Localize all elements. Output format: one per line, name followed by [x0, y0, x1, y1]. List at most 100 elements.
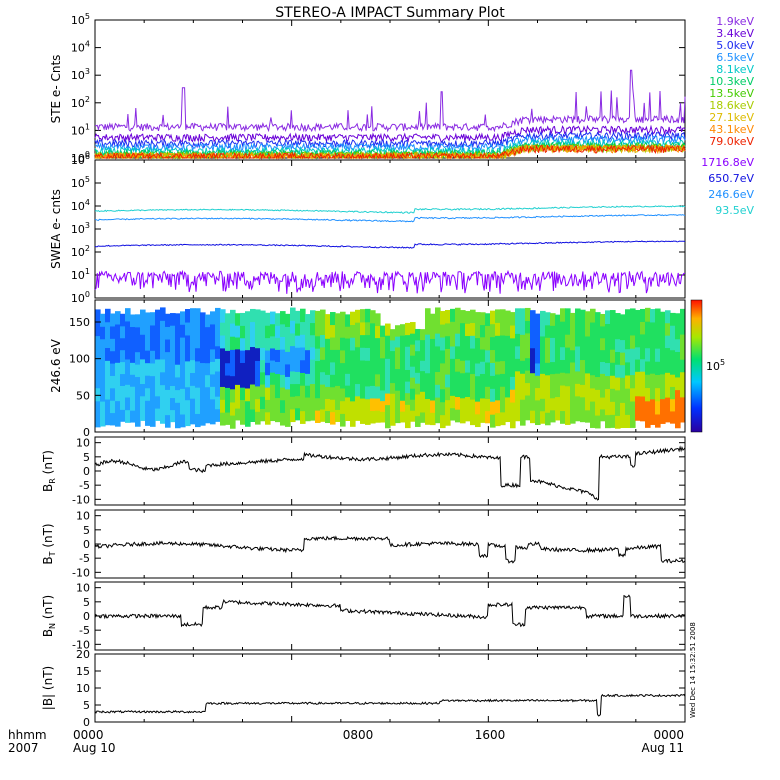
pad-cell: [255, 411, 261, 425]
pad-cell: [495, 361, 501, 375]
pad-cell: [585, 409, 591, 423]
pad-cell: [170, 361, 176, 374]
bmag-trace: [94, 693, 686, 717]
pad-cell: [210, 361, 216, 375]
pad-cell: [555, 396, 561, 409]
pad-cell: [545, 312, 551, 326]
pad-cell: [105, 398, 111, 413]
pad-cell: [280, 336, 286, 350]
pad-cell: [340, 387, 346, 402]
pad-cell: [655, 308, 661, 323]
pad-cell: [435, 345, 441, 360]
pad-cell: [220, 399, 226, 413]
pad-cell: [410, 366, 416, 378]
pad-cell: [320, 321, 326, 335]
bmag-panel: |B| (nT) 0 5 10 15 20: [41, 648, 686, 729]
pad-cell: [665, 335, 671, 349]
pad-cell: [650, 385, 656, 400]
pad-cell: [485, 398, 491, 412]
ste-legend-13.5keV: 13.5keV: [709, 87, 754, 100]
pad-cell: [145, 375, 151, 389]
pad-cell: [635, 383, 641, 397]
pad-cell: [325, 350, 331, 363]
pad-cell: [650, 309, 656, 323]
pad-cell: [430, 326, 436, 339]
pad-cell: [470, 360, 476, 375]
pad-cell: [580, 309, 586, 323]
pad-cell: [280, 361, 286, 375]
pad-cell: [465, 347, 471, 361]
pad-cell: [635, 346, 641, 360]
pad-cell: [595, 350, 601, 365]
pad-cell: [410, 322, 416, 334]
pad-cell: [380, 411, 386, 423]
pad-cell: [310, 395, 316, 409]
pad-cell: [165, 364, 171, 378]
pad-cell: [445, 322, 451, 337]
pad-cell: [200, 412, 206, 426]
pad-cell: [620, 364, 626, 378]
pad-cell: [350, 413, 356, 427]
pad-cell: [560, 333, 566, 348]
pad-cell: [315, 409, 321, 423]
pad-cell: [125, 409, 131, 423]
swea-y-tick-label: 100: [71, 290, 90, 305]
pad-cell: [385, 416, 391, 429]
pad-cell: [330, 324, 336, 338]
pad-cell: [390, 393, 396, 405]
ste-y-tick-label: 104: [71, 40, 90, 55]
pad-cell: [175, 351, 181, 365]
bt-y-tick-label: 0: [83, 538, 90, 551]
pad-cell: [175, 376, 181, 391]
pad-cell: [200, 374, 206, 389]
pad-cell: [320, 371, 326, 385]
pad-cell: [605, 349, 611, 364]
pad-cell: [530, 385, 536, 399]
pad-cell: [280, 323, 286, 337]
pad-cell: [165, 338, 171, 353]
pad-cell: [175, 326, 181, 340]
pad-cell: [220, 347, 226, 362]
pad-cell: [405, 381, 411, 394]
pad-cell: [545, 412, 551, 426]
pad-cell: [575, 345, 581, 359]
pad-cell: [615, 364, 621, 378]
pad-cell: [330, 349, 336, 363]
pad-cell: [370, 360, 376, 374]
pad-cell: [175, 389, 181, 403]
pad-cell: [475, 375, 481, 389]
pad-cell: [120, 385, 126, 398]
pad-cell: [675, 351, 681, 365]
pad-cell: [575, 395, 581, 409]
pad-cell: [425, 346, 431, 361]
pad-cell: [315, 310, 321, 324]
x-tick-label-0: 0000: [73, 728, 104, 742]
pad-cell: [170, 349, 176, 362]
br-y-tick-label: -10: [72, 493, 90, 506]
pad-cell: [285, 338, 291, 352]
pad-cell: [600, 408, 606, 422]
pad-cell: [435, 397, 441, 411]
pad-cell: [630, 308, 636, 323]
pad-cell: [530, 360, 536, 374]
pad-cell: [660, 398, 666, 412]
pad-cell: [555, 314, 561, 327]
pad-cell: [555, 384, 561, 398]
pad-cell: [365, 334, 371, 348]
pad-cell: [235, 372, 241, 385]
pad-cell: [335, 397, 341, 410]
pad-cell: [360, 359, 366, 374]
pad-cell: [115, 362, 121, 376]
pad-cell: [325, 338, 331, 351]
pad-cell: [670, 410, 676, 424]
pad-cell: [280, 412, 286, 426]
pad-cell: [180, 337, 186, 351]
pad-cell: [205, 326, 211, 340]
pad-cell: [120, 373, 126, 386]
pad-cell: [625, 322, 631, 337]
pad-cell: [295, 359, 301, 372]
pad-cell: [355, 309, 361, 323]
pad-cell: [120, 349, 126, 363]
pad-cell: [190, 359, 196, 373]
